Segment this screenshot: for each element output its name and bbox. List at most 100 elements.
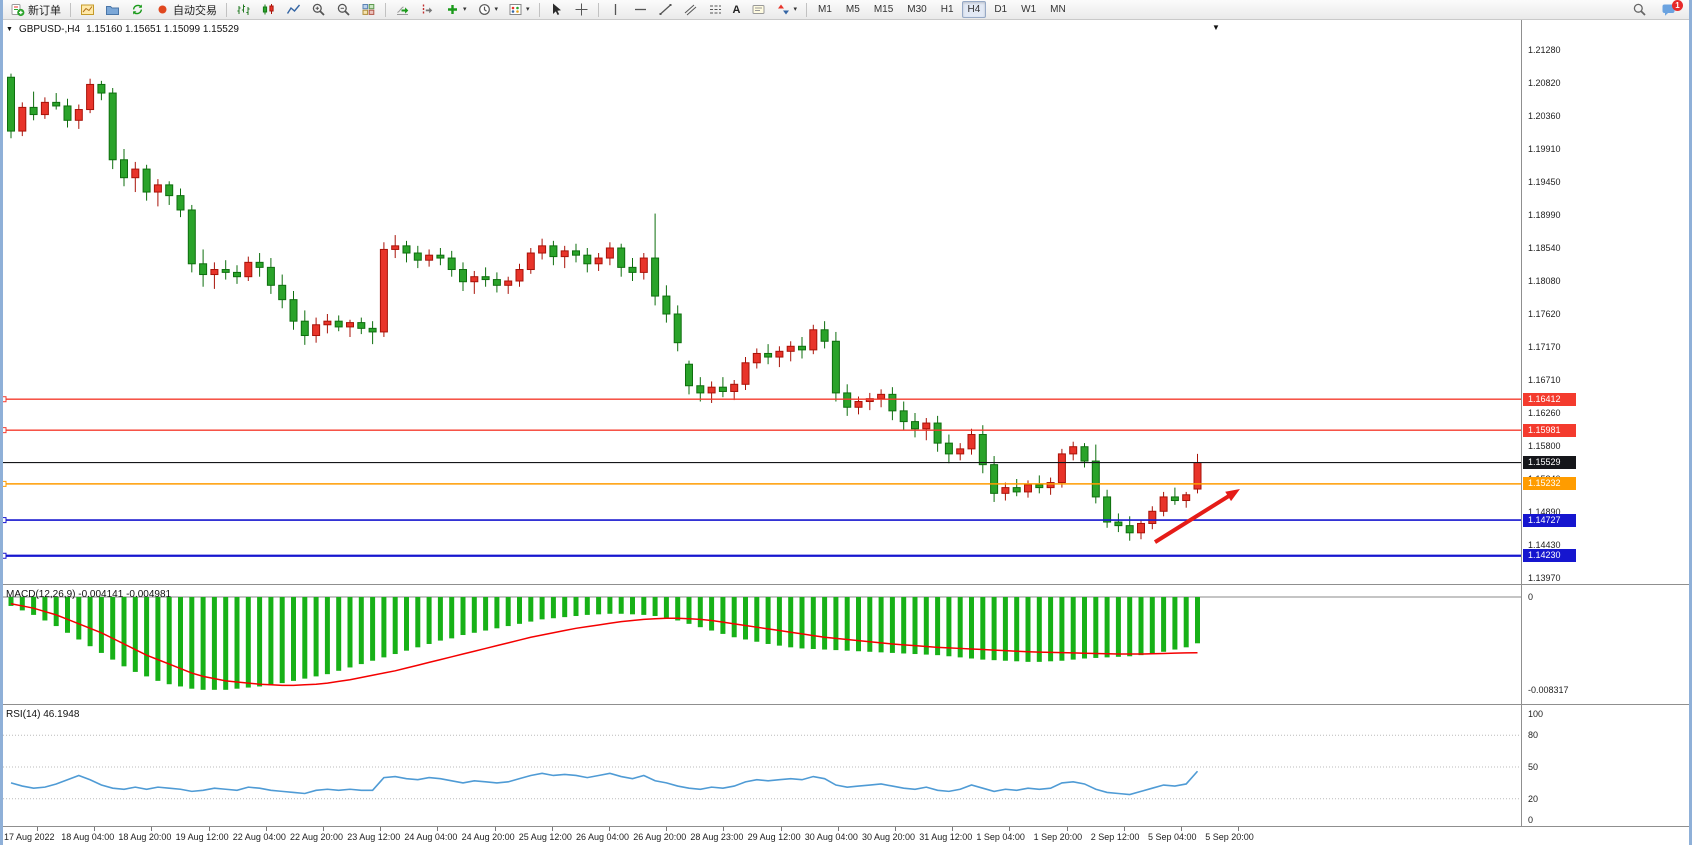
refresh-button[interactable] (126, 1, 149, 18)
text-label-tool-button[interactable] (747, 1, 770, 18)
candle (922, 422, 931, 430)
price-tag: 1.15529 (1523, 456, 1576, 470)
candle (1012, 487, 1021, 493)
timeframe-m15-button[interactable]: M15 (868, 1, 899, 18)
candle (300, 320, 309, 337)
candle (628, 266, 637, 273)
macd-histogram-bar (200, 597, 206, 690)
timeframe-h1-button[interactable]: H1 (935, 1, 960, 18)
panel-divider[interactable] (0, 584, 1692, 585)
window-border-right (1689, 0, 1692, 845)
macd-histogram-bar (856, 597, 861, 652)
price-chart-panel[interactable] (0, 19, 1521, 584)
tile-windows-button[interactable] (357, 1, 380, 18)
timeframe-toolbar: M1 M5 M15 M30 H1 H4 D1 W1 MN (811, 1, 1073, 18)
zoom-out-button[interactable] (332, 1, 355, 18)
periods-dropdown-button[interactable]: ▾ (473, 1, 503, 18)
profiles-button[interactable] (101, 1, 124, 18)
macd-histogram-bar (1127, 597, 1133, 657)
cursor-button[interactable] (545, 1, 568, 18)
templates-dropdown-button[interactable]: ▾ (504, 1, 534, 18)
indicators-dropdown-button[interactable]: ▾ (441, 1, 471, 18)
search-button[interactable] (1628, 1, 1651, 18)
arrows-dropdown-button[interactable]: ▾ (772, 1, 802, 18)
price-tag: 1.14230 (1523, 549, 1576, 563)
time-axis-label: 30 Aug 04:00 (804, 832, 858, 842)
auto-trading-button[interactable]: 自动交易 (151, 1, 221, 18)
macd-histogram-bar (234, 597, 240, 689)
macd-histogram-bar (1002, 597, 1008, 661)
trendline-tool-button[interactable] (654, 1, 677, 18)
horizontal-line-tool-button[interactable] (629, 1, 652, 18)
chart-collapse-icon[interactable]: ▼ (6, 26, 13, 33)
macd-histogram-bar (1138, 597, 1144, 656)
macd-histogram-bar (31, 597, 37, 615)
price-axis[interactable]: 1.21280 1.20820 1.20360 1.19910 1.19450 1.189… (1521, 19, 1692, 826)
bar-chart-button[interactable] (232, 1, 255, 18)
scroll-to-end-marker[interactable]: ▼ (1212, 23, 1220, 32)
price-axis-label: 1.18540 (1528, 243, 1561, 253)
panel-divider[interactable] (0, 704, 1692, 705)
macd-label: MACD(12,26,9) -0.004141 -0.004981 (6, 589, 171, 600)
timeframe-m30-button[interactable]: M30 (901, 1, 932, 18)
rsi-axis-label: 20 (1528, 793, 1539, 804)
auto-scroll-button[interactable] (391, 1, 414, 18)
search-icon (1633, 3, 1646, 16)
time-axis-label: 1 Sep 04:00 (976, 832, 1025, 842)
notifications-button[interactable]: 1 (1657, 0, 1683, 18)
time-axis-label: 29 Aug 12:00 (747, 832, 801, 842)
zoom-in-button[interactable] (307, 1, 330, 18)
annotation-arrow-head[interactable] (1225, 489, 1240, 502)
crosshair-button[interactable] (570, 1, 593, 18)
time-axis-label: 22 Aug 20:00 (290, 832, 344, 842)
candle (187, 209, 196, 265)
timeframe-mn-button[interactable]: MN (1044, 1, 1072, 18)
macd-histogram-bar (87, 597, 93, 647)
candle (967, 434, 976, 450)
candle (707, 386, 716, 394)
candle (888, 393, 897, 412)
chart-windows-button[interactable] (76, 1, 99, 18)
macd-histogram-bar (663, 597, 669, 619)
chart-shift-button[interactable] (416, 1, 439, 18)
timeframe-h4-button[interactable]: H4 (961, 1, 987, 18)
text-tool-button[interactable]: A (729, 1, 745, 18)
rsi-axis-label: 100 (1528, 709, 1544, 719)
vertical-line-tool-button[interactable] (604, 1, 627, 18)
candle (436, 254, 445, 259)
timeframe-w1-button[interactable]: W1 (1015, 1, 1042, 18)
candlestick-chart-button[interactable] (257, 1, 280, 18)
candle (775, 350, 784, 358)
chevron-down-icon: ▾ (793, 6, 798, 13)
candle (843, 392, 852, 408)
arrow-shapes-icon (777, 4, 789, 15)
time-axis-label: 5 Sep 04:00 (1148, 832, 1197, 842)
chart-region: ▼ GBPUSD-,H4 1.15160 1.15651 1.15099 1.1… (0, 19, 1692, 845)
candle (447, 257, 456, 271)
macd-histogram-bar (517, 597, 522, 624)
timeframe-d1-button[interactable]: D1 (988, 1, 1013, 18)
candle (368, 327, 377, 333)
candle (1069, 446, 1078, 455)
timeframe-m5-button[interactable]: M5 (840, 1, 866, 18)
time-axis-tick (551, 827, 553, 831)
macd-histogram-bar (539, 597, 545, 620)
candle (1159, 496, 1168, 512)
channel-tool-button[interactable] (679, 1, 702, 18)
time-axis[interactable]: 17 Aug 2022 18 Aug 04:00 18 Aug 20:00 19 Au… (0, 827, 1692, 845)
line-chart-button[interactable] (282, 1, 305, 18)
candle (52, 101, 61, 107)
macd-histogram-bar (155, 597, 161, 681)
macd-histogram-bar (912, 597, 918, 655)
fibonacci-tool-button[interactable] (704, 1, 727, 18)
toolbar-separator (226, 2, 227, 17)
candle (820, 329, 829, 342)
candle (108, 92, 117, 161)
timeframe-m1-button[interactable]: M1 (812, 1, 838, 18)
macd-histogram-bar (1082, 597, 1087, 659)
macd-histogram-bar (494, 597, 500, 629)
rsi-indicator-panel[interactable] (0, 706, 1521, 826)
new-order-button[interactable]: 新订单 (6, 1, 65, 18)
macd-indicator-panel[interactable] (0, 586, 1521, 704)
time-axis-label: 26 Aug 20:00 (633, 832, 687, 842)
